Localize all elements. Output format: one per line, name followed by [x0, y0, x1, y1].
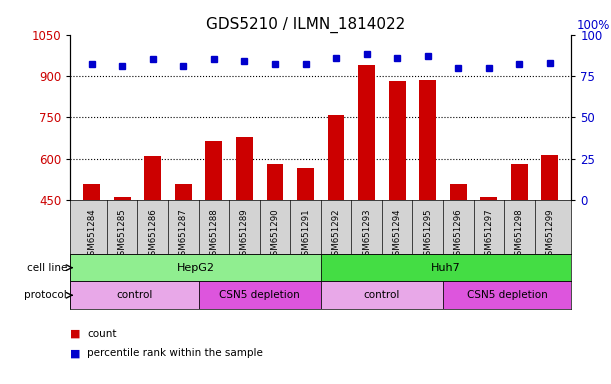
Text: GSM651288: GSM651288 — [210, 208, 218, 261]
Text: GSM651290: GSM651290 — [271, 208, 279, 261]
Text: GSM651297: GSM651297 — [485, 208, 493, 261]
Text: count: count — [87, 329, 117, 339]
Text: GSM651291: GSM651291 — [301, 208, 310, 261]
Bar — [480, 197, 497, 324]
Text: ■: ■ — [70, 329, 81, 339]
Bar — [175, 184, 192, 324]
Bar — [419, 80, 436, 324]
Text: GSM651292: GSM651292 — [332, 208, 340, 261]
Text: GSM651296: GSM651296 — [454, 208, 463, 261]
Bar — [70, 281, 199, 309]
Bar — [321, 281, 443, 309]
Text: GSM651284: GSM651284 — [87, 208, 96, 261]
Text: GSM651287: GSM651287 — [179, 208, 188, 261]
Text: GSM651298: GSM651298 — [515, 208, 524, 261]
Bar — [389, 81, 406, 324]
Text: GSM651289: GSM651289 — [240, 208, 249, 261]
Text: ■: ■ — [70, 348, 81, 358]
Text: Huh7: Huh7 — [431, 263, 461, 273]
Bar — [144, 156, 161, 324]
Bar — [70, 254, 321, 281]
Bar — [358, 65, 375, 324]
Text: 100%: 100% — [577, 19, 610, 32]
Text: HepG2: HepG2 — [177, 263, 214, 273]
Text: protocol: protocol — [24, 290, 67, 300]
Bar — [321, 254, 571, 281]
Text: control: control — [116, 290, 153, 300]
Bar — [205, 141, 222, 324]
Bar — [541, 154, 558, 324]
Text: GSM651294: GSM651294 — [393, 208, 401, 261]
Text: GSM651285: GSM651285 — [118, 208, 126, 261]
Text: CSN5 depletion: CSN5 depletion — [219, 290, 300, 300]
Text: GSM651299: GSM651299 — [546, 208, 554, 261]
Bar — [443, 281, 571, 309]
Bar — [450, 184, 467, 324]
Bar — [199, 281, 321, 309]
Bar — [511, 164, 528, 324]
Text: percentile rank within the sample: percentile rank within the sample — [87, 348, 263, 358]
Bar — [327, 114, 345, 324]
Text: GSM651286: GSM651286 — [148, 208, 157, 261]
Text: GSM651295: GSM651295 — [423, 208, 432, 261]
Text: control: control — [364, 290, 400, 300]
Bar — [297, 168, 314, 324]
Text: GDS5210 / ILMN_1814022: GDS5210 / ILMN_1814022 — [206, 17, 405, 33]
Bar — [83, 184, 100, 324]
Text: cell line: cell line — [27, 263, 67, 273]
Text: GSM651293: GSM651293 — [362, 208, 371, 261]
Bar — [114, 197, 131, 324]
Bar — [236, 137, 253, 324]
Text: CSN5 depletion: CSN5 depletion — [467, 290, 547, 300]
Bar — [266, 164, 284, 324]
